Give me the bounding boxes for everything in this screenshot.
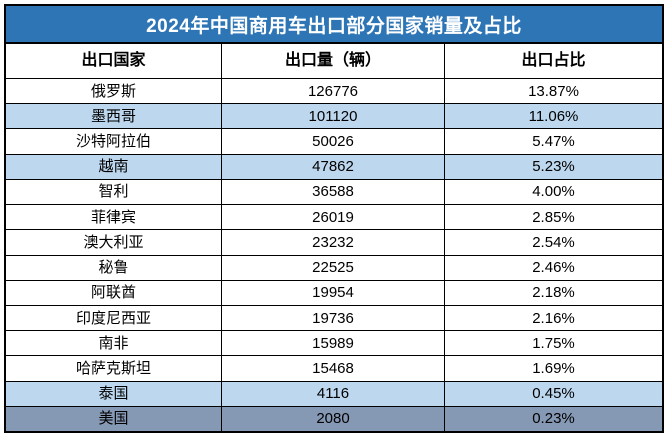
- table-row: 哈萨克斯坦 15468 1.69%: [6, 356, 662, 382]
- country-cell: 泰国: [6, 381, 222, 406]
- share-cell: 1.75%: [532, 334, 575, 352]
- table-header-row: 出口国家 出口量（辆） 出口占比: [6, 44, 662, 79]
- table-row: 美国 2080 0.23%: [6, 406, 662, 432]
- country-cell: 南非: [6, 331, 222, 356]
- header-volume: 出口量（辆）: [222, 44, 445, 78]
- header-country: 出口国家: [6, 44, 222, 78]
- country-cell: 哈萨克斯坦: [6, 356, 222, 381]
- share-cell: 2.16%: [532, 309, 575, 327]
- share-cell: 2.54%: [532, 233, 575, 251]
- country-cell: 美国: [6, 406, 222, 432]
- header-share: 出口占比: [521, 52, 586, 69]
- country-cell: 俄罗斯: [6, 79, 222, 104]
- table-row: 阿联酋 19954 2.18%: [6, 280, 662, 306]
- volume-cell: 22525: [222, 255, 445, 280]
- share-cell: 0.45%: [532, 385, 575, 403]
- table-row: 南非 15989 1.75%: [6, 331, 662, 357]
- table-row: 越南 47862 5.23%: [6, 154, 662, 180]
- table-row: 菲律宾 26019 2.85%: [6, 205, 662, 231]
- export-table: 2024年中国商用车出口部分国家销量及占比 出口国家 出口量（辆） 出口占比 俄…: [4, 4, 664, 433]
- table-row: 沙特阿拉伯 50026 5.47%: [6, 129, 662, 155]
- share-cell: 0.23%: [532, 410, 575, 428]
- table-row: 澳大利亚 23232 2.54%: [6, 230, 662, 256]
- volume-cell: 15468: [222, 356, 445, 381]
- share-cell: 5.47%: [532, 133, 575, 151]
- table-row: 智利 36588 4.00%: [6, 179, 662, 206]
- volume-cell: 50026: [222, 129, 445, 154]
- volume-cell: 23232: [222, 230, 445, 255]
- volume-cell: 19954: [222, 280, 445, 305]
- share-cell: 2.46%: [532, 259, 575, 277]
- table-row: 泰国 4116 0.45%: [6, 381, 662, 407]
- table-row: 俄罗斯 126776 13.87%: [6, 79, 662, 105]
- share-cell: 5.23%: [532, 158, 575, 176]
- volume-cell: 101120: [222, 104, 445, 129]
- country-cell: 沙特阿拉伯: [6, 129, 222, 154]
- table-row: 墨西哥 101120 11.06%: [6, 104, 662, 130]
- country-cell: 澳大利亚: [6, 230, 222, 255]
- volume-cell: 36588: [222, 179, 445, 205]
- volume-cell: 26019: [222, 205, 445, 230]
- share-cell: 1.69%: [532, 360, 575, 378]
- share-cell: 11.06%: [528, 107, 579, 125]
- table-row: 印度尼西亚 19736 2.16%: [6, 305, 662, 332]
- volume-cell: 2080: [222, 406, 445, 432]
- volume-cell: 15989: [222, 331, 445, 356]
- country-cell: 越南: [6, 154, 222, 179]
- share-cell: 2.85%: [532, 208, 575, 226]
- table-body: 俄罗斯 126776 13.87% 墨西哥 101120 11.06% 沙特阿拉…: [6, 79, 662, 432]
- share-cell: 2.18%: [532, 284, 575, 302]
- country-cell: 印度尼西亚: [6, 305, 222, 331]
- country-cell: 智利: [6, 179, 222, 205]
- table-row: 秘鲁 22525 2.46%: [6, 255, 662, 281]
- volume-cell: 4116: [222, 381, 445, 406]
- table-title: 2024年中国商用车出口部分国家销量及占比: [6, 6, 662, 44]
- share-cell: 4.00%: [532, 183, 575, 201]
- country-cell: 秘鲁: [6, 255, 222, 280]
- share-cell: 13.87%: [528, 82, 579, 100]
- country-cell: 菲律宾: [6, 205, 222, 230]
- volume-cell: 126776: [222, 79, 445, 104]
- volume-cell: 47862: [222, 154, 445, 179]
- country-cell: 墨西哥: [6, 104, 222, 129]
- volume-cell: 19736: [222, 305, 445, 331]
- country-cell: 阿联酋: [6, 280, 222, 305]
